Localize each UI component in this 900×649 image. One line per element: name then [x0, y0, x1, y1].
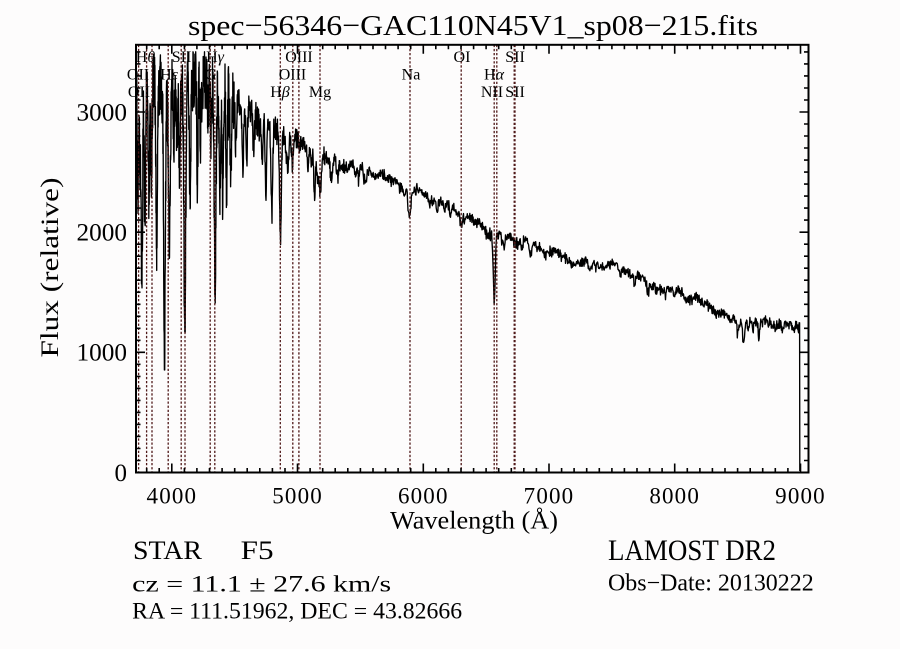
- svg-text:spec−56346−GAC110N45V1_sp08−21: spec−56346−GAC110N45V1_sp08−215.fits: [188, 10, 758, 42]
- svg-text:Mg: Mg: [309, 84, 331, 101]
- svg-text:SII: SII: [505, 84, 525, 101]
- svg-text:OII: OII: [128, 84, 150, 101]
- svg-text:cz = 11.1 ± 27.6 km/s: cz = 11.1 ± 27.6 km/s: [132, 572, 391, 597]
- svg-text:Hε: Hε: [160, 66, 179, 83]
- svg-text:1000: 1000: [77, 340, 128, 367]
- svg-text:7000: 7000: [524, 484, 575, 509]
- svg-text:Obs−Date: 20130222: Obs−Date: 20130222: [608, 571, 814, 597]
- svg-text:STAR: STAR: [133, 536, 203, 565]
- svg-text:Hγ: Hγ: [206, 49, 225, 66]
- svg-text:G: G: [205, 66, 217, 83]
- svg-text:9000: 9000: [775, 484, 826, 509]
- svg-text:Wavelength (Å): Wavelength (Å): [390, 508, 558, 535]
- svg-text:OI: OI: [454, 49, 471, 66]
- svg-text:Hα: Hα: [484, 66, 505, 83]
- svg-text:OII: OII: [127, 66, 149, 83]
- svg-text:6000: 6000: [398, 484, 449, 509]
- svg-text:Na: Na: [402, 66, 421, 83]
- svg-text:SII: SII: [505, 49, 525, 66]
- svg-text:Hθ: Hθ: [136, 49, 156, 66]
- svg-text:Hβ: Hβ: [270, 84, 290, 101]
- svg-text:RA = 111.51962, DEC = 43.8266: RA = 111.51962, DEC = 43.82666: [132, 599, 462, 624]
- svg-text:NII: NII: [481, 84, 503, 101]
- svg-text:0: 0: [115, 460, 128, 487]
- svg-text:Flux (relative): Flux (relative): [37, 178, 64, 358]
- svg-text:F5: F5: [241, 536, 274, 565]
- svg-text:LAMOST DR2: LAMOST DR2: [608, 534, 776, 567]
- svg-text:SII: SII: [172, 49, 192, 66]
- svg-text:2000: 2000: [77, 220, 128, 247]
- svg-text:8000: 8000: [649, 484, 700, 509]
- svg-text:3000: 3000: [77, 99, 128, 126]
- svg-text:5000: 5000: [272, 484, 323, 509]
- svg-text:OIII: OIII: [285, 49, 313, 66]
- svg-text:OIII: OIII: [279, 66, 307, 83]
- svg-text:4000: 4000: [147, 484, 198, 509]
